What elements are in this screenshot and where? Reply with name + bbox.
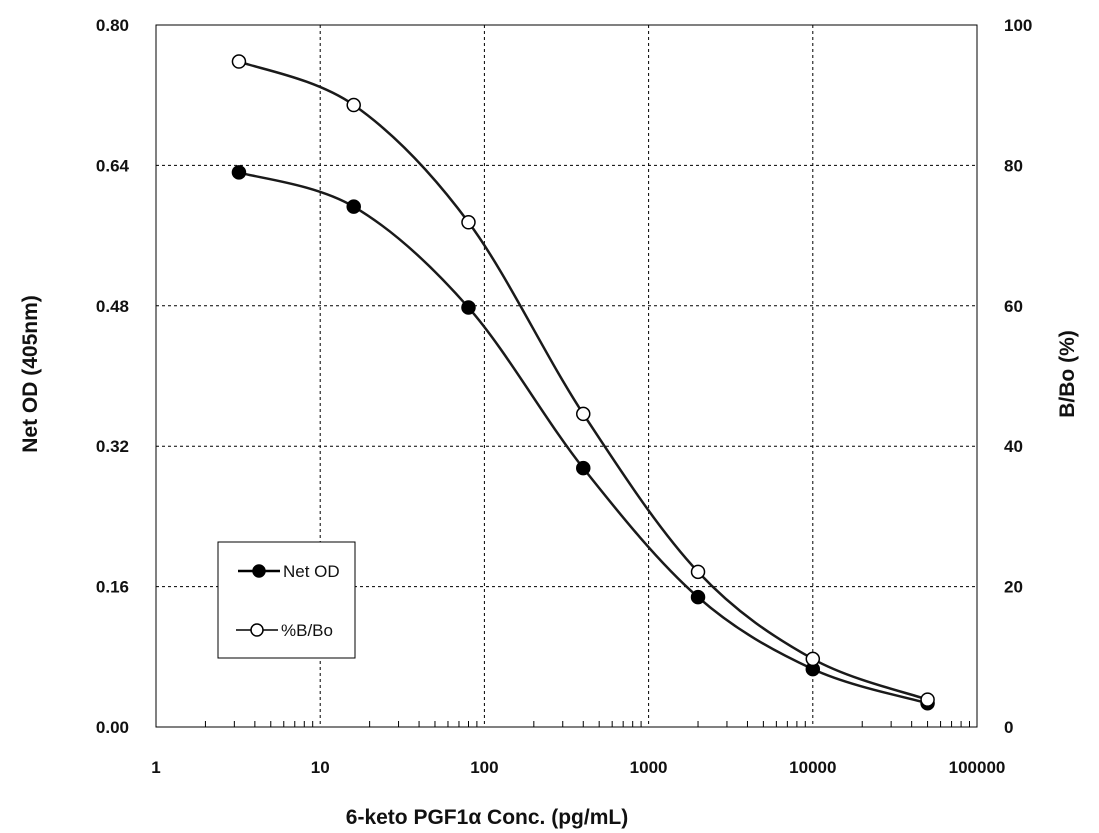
x-axis-tick-labels: 1 10 100 1000 10000 100000: [151, 758, 1005, 777]
net-od-data-point: [231, 165, 247, 180]
y-tick-label: 0.16: [96, 578, 129, 597]
y-tick-label: 0.48: [96, 297, 129, 316]
y2-tick-label: 100: [1004, 16, 1032, 35]
y-tick-label: 0.32: [96, 437, 129, 456]
x-axis-minor-ticks: [204, 721, 970, 727]
x-axis-title: 6-keto PGF1α Conc. (pg/mL): [346, 806, 628, 829]
series-layer: [231, 54, 935, 711]
y2-tick-label: 20: [1004, 578, 1023, 597]
x-tick-label: 10000: [789, 758, 836, 777]
plot-area-frame: [155, 24, 978, 728]
x-tick-label: 10: [311, 758, 330, 777]
chart-legend: Net OD %B/Bo: [217, 541, 356, 659]
y-tick-label: 0.80: [96, 16, 129, 35]
bbo-data-point: [920, 692, 935, 707]
y2-tick-label: 80: [1004, 156, 1023, 175]
legend-bbo-marker: [250, 623, 264, 637]
legend-net-od-label: Net OD: [283, 562, 340, 581]
net-od-data-point: [576, 460, 591, 476]
legend-bbo-label: %B/Bo: [281, 621, 333, 640]
legend-box: [217, 541, 356, 659]
bbo-data-point: [805, 651, 821, 667]
legend-net-od-marker: [252, 564, 266, 578]
bbo-data-point: [346, 97, 361, 113]
x-tick-label: 100: [470, 758, 498, 777]
bbo-data-point: [231, 54, 247, 69]
y2-tick-label: 0: [1004, 718, 1013, 737]
y-tick-label: 0.64: [96, 156, 130, 175]
bbo-data-point: [461, 215, 476, 230]
right-y-axis-title: B/Bo (%): [1056, 330, 1079, 418]
bbo-data-point: [690, 564, 706, 580]
net-od-data-point: [461, 300, 476, 315]
right-y-axis-tick-labels: 0 20 40 60 80 100: [1004, 16, 1032, 737]
bbo-data-point: [576, 406, 591, 422]
left-y-axis-title: Net OD (405nm): [19, 295, 42, 453]
x-tick-label: 100000: [949, 758, 1006, 777]
net-od-data-point: [346, 199, 361, 214]
x-tick-label: 1: [151, 758, 160, 777]
left-y-axis-tick-labels: 0.00 0.16 0.32 0.48 0.64 0.80: [96, 16, 130, 737]
y-tick-label: 0.00: [96, 718, 129, 737]
x-tick-label: 1000: [630, 758, 668, 777]
net-od-data-point: [690, 589, 706, 605]
y2-tick-label: 60: [1004, 297, 1023, 316]
y2-tick-label: 40: [1004, 437, 1023, 456]
